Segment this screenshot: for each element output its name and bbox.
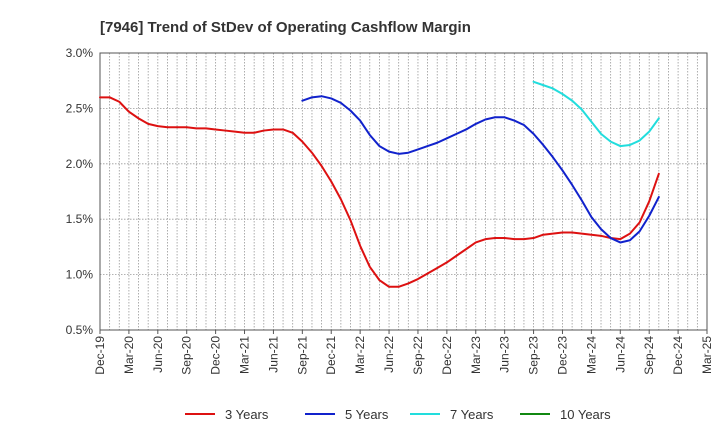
x-tick-label: Sep-22 [411,336,425,375]
chart-title: [7946] Trend of StDev of Operating Cashf… [100,19,471,36]
x-tick-label: Sep-23 [527,336,541,375]
axes: 0.5% 1.0% 1.5% 2.0% 2.5% 3.0% Dec-19 Mar-20 Jun-… [66,46,714,375]
x-tick-label: Mar-22 [353,336,367,374]
legend-10-years-label: 10 Years [560,407,611,422]
y-tick-label: 1.0% [66,268,94,282]
x-tick-label: Jun-24 [613,336,627,373]
y-tick-label: 2.0% [66,157,94,171]
x-tick-label: Mar-23 [469,336,483,374]
plot-frame [99,52,708,331]
legend-5-years-label: 5 Years [345,407,389,422]
x-tick-label: Jun-21 [266,336,280,373]
x-tick-label: Jun-23 [498,336,512,373]
x-tick-label: Dec-20 [209,336,223,375]
y-tick-label: 0.5% [66,323,94,337]
series-line-5-years [301,95,660,244]
series-line-7-years [532,80,660,148]
x-tick-label: Dec-22 [440,336,454,375]
x-tick-label: Dec-24 [671,336,685,375]
x-tick-label: Dec-23 [555,336,569,375]
x-tick-label: Sep-20 [180,336,194,375]
legend-7-years-label: 7 Years [450,407,494,422]
x-tick-label: Mar-20 [122,336,136,374]
series-lines [99,80,660,288]
x-tick-label: Dec-21 [324,336,338,375]
x-tick-label: Jun-20 [151,336,165,373]
grid [100,53,707,330]
legend-3-years-label: 3 Years [225,407,269,422]
y-tick-label: 2.5% [66,101,94,115]
x-tick-label: Sep-24 [642,336,656,375]
series-line-3-years [99,96,660,288]
plot-area [100,53,707,330]
x-tick-label: Sep-21 [295,336,309,375]
legend: 3 Years 5 Years 7 Years 10 Years [185,407,611,422]
y-tick-label: 1.5% [66,212,94,226]
y-tick-label: 3.0% [66,46,94,60]
x-tick-label: Mar-21 [238,336,252,374]
x-tick-label: Dec-19 [93,336,107,375]
x-tick-label: Jun-22 [382,336,396,373]
x-tick-label: Mar-25 [700,336,714,374]
x-tick-label: Mar-24 [584,336,598,374]
